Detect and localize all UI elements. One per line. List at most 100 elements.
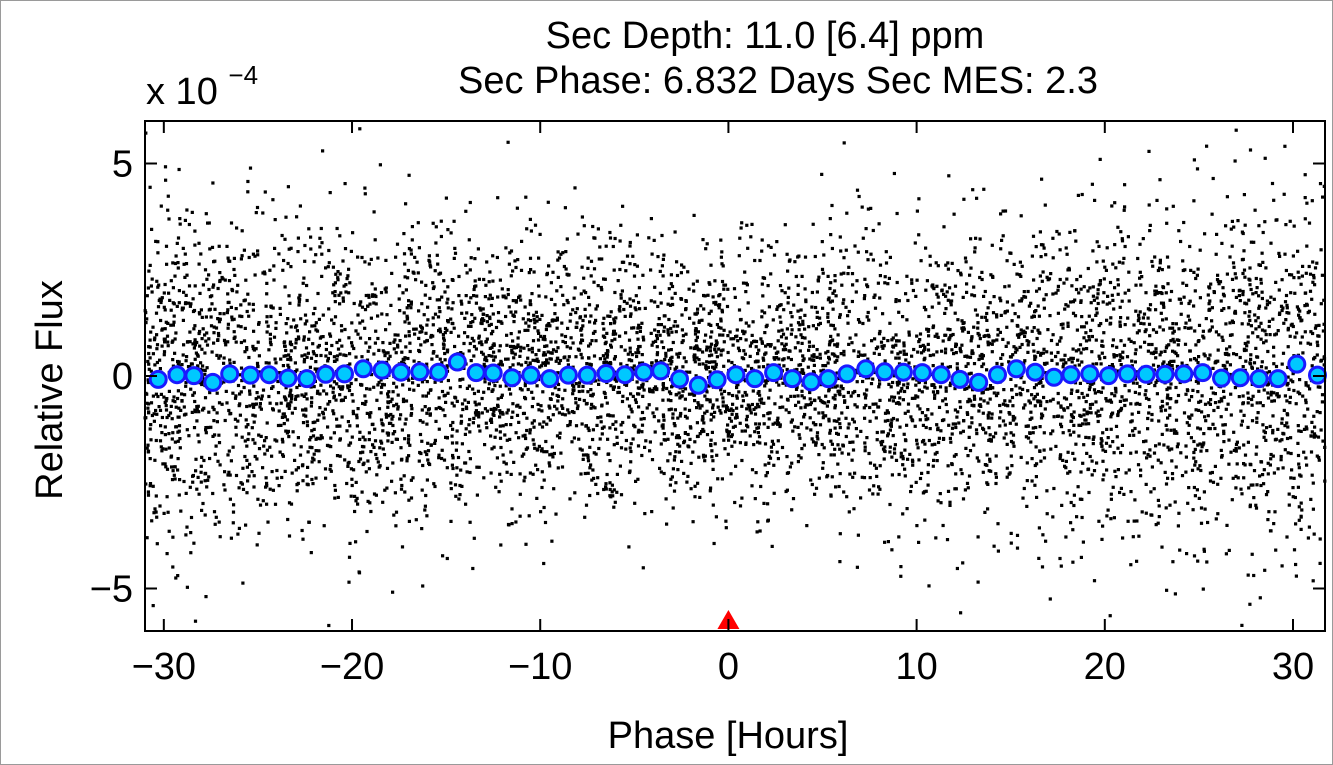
raw-flux-point <box>1087 335 1091 339</box>
raw-flux-point <box>750 484 754 488</box>
raw-flux-point <box>859 429 863 433</box>
raw-flux-point <box>669 326 673 331</box>
raw-flux-point <box>1264 366 1268 370</box>
raw-flux-point <box>587 428 591 433</box>
raw-flux-point <box>873 293 877 297</box>
raw-flux-point <box>1143 340 1147 344</box>
raw-flux-point <box>813 398 817 403</box>
raw-flux-point <box>373 427 377 431</box>
raw-flux-point <box>925 327 929 331</box>
raw-flux-point <box>881 430 885 434</box>
raw-flux-point <box>1165 396 1169 400</box>
raw-flux-point <box>731 343 735 347</box>
raw-flux-point <box>253 454 257 459</box>
raw-flux-point <box>297 300 301 304</box>
raw-flux-point <box>868 405 872 410</box>
raw-flux-point <box>1144 511 1148 515</box>
raw-flux-point <box>379 418 384 422</box>
raw-flux-point <box>240 482 244 486</box>
raw-flux-point <box>988 433 992 437</box>
raw-flux-point <box>717 306 721 310</box>
raw-flux-point <box>250 470 254 474</box>
raw-flux-point <box>268 337 272 341</box>
raw-flux-point <box>407 330 411 334</box>
raw-flux-point <box>810 305 814 309</box>
raw-flux-point <box>238 402 242 406</box>
raw-flux-point <box>207 287 211 292</box>
raw-flux-point <box>543 520 548 525</box>
raw-flux-point <box>206 425 210 430</box>
raw-flux-point <box>1167 265 1171 269</box>
raw-flux-point <box>200 337 204 341</box>
raw-flux-point <box>1224 552 1228 556</box>
raw-flux-point <box>733 500 737 505</box>
raw-flux-point <box>1269 393 1273 397</box>
raw-flux-point <box>1143 330 1147 334</box>
raw-flux-point <box>1116 468 1120 472</box>
raw-flux-point <box>1148 303 1153 307</box>
raw-flux-point <box>1192 456 1196 460</box>
raw-flux-point <box>350 483 354 488</box>
raw-flux-point <box>423 340 427 344</box>
raw-flux-point <box>844 248 848 252</box>
raw-flux-point <box>630 353 634 357</box>
raw-flux-point <box>636 326 640 330</box>
raw-flux-point <box>1030 457 1034 461</box>
raw-flux-point <box>696 347 700 351</box>
raw-flux-point <box>524 195 528 199</box>
raw-flux-point <box>339 386 343 390</box>
raw-flux-point <box>897 339 901 343</box>
raw-flux-point <box>1283 448 1287 452</box>
raw-flux-point <box>931 353 936 357</box>
raw-flux-point <box>1110 204 1114 208</box>
raw-flux-point <box>1319 248 1323 252</box>
raw-flux-point <box>578 315 583 319</box>
raw-flux-point <box>598 357 602 361</box>
raw-flux-point <box>1019 332 1023 336</box>
raw-flux-point <box>548 406 552 410</box>
raw-flux-point <box>927 328 931 332</box>
raw-flux-point <box>1203 232 1207 236</box>
raw-flux-point <box>263 272 267 276</box>
raw-flux-point <box>769 272 773 276</box>
raw-flux-point <box>534 353 538 357</box>
raw-flux-point <box>480 411 484 415</box>
raw-flux-point <box>854 333 858 337</box>
raw-flux-point <box>608 459 612 463</box>
raw-flux-point <box>1252 361 1257 365</box>
raw-flux-point <box>1028 417 1032 421</box>
raw-flux-point <box>1191 508 1195 512</box>
raw-flux-point <box>1051 429 1055 433</box>
raw-flux-point <box>783 223 787 227</box>
raw-flux-point <box>314 476 318 480</box>
raw-flux-point <box>1099 390 1103 394</box>
raw-flux-point <box>817 453 821 457</box>
raw-flux-point <box>785 327 789 331</box>
raw-flux-point <box>536 402 540 406</box>
raw-flux-point <box>271 385 275 389</box>
raw-flux-point <box>750 366 754 371</box>
raw-flux-point <box>906 409 910 413</box>
raw-flux-point <box>922 358 926 362</box>
raw-flux-point <box>513 259 517 263</box>
raw-flux-point <box>309 235 313 239</box>
raw-flux-point <box>148 457 152 461</box>
raw-flux-point <box>213 307 217 311</box>
raw-flux-point <box>1008 251 1012 255</box>
raw-flux-point <box>347 555 352 559</box>
raw-flux-point <box>565 272 569 276</box>
raw-flux-point <box>1148 405 1152 409</box>
raw-flux-point <box>1233 159 1237 163</box>
raw-flux-point <box>277 409 281 413</box>
raw-flux-point <box>1034 309 1038 313</box>
raw-flux-point <box>655 353 659 357</box>
raw-flux-point <box>762 501 766 505</box>
raw-flux-point <box>1100 339 1104 343</box>
raw-flux-point <box>1298 309 1302 313</box>
raw-flux-point <box>771 442 776 446</box>
raw-flux-point <box>1161 318 1165 322</box>
raw-flux-point <box>173 477 177 481</box>
raw-flux-point <box>391 390 395 394</box>
raw-flux-point <box>1239 487 1243 491</box>
raw-flux-point <box>1205 144 1209 148</box>
